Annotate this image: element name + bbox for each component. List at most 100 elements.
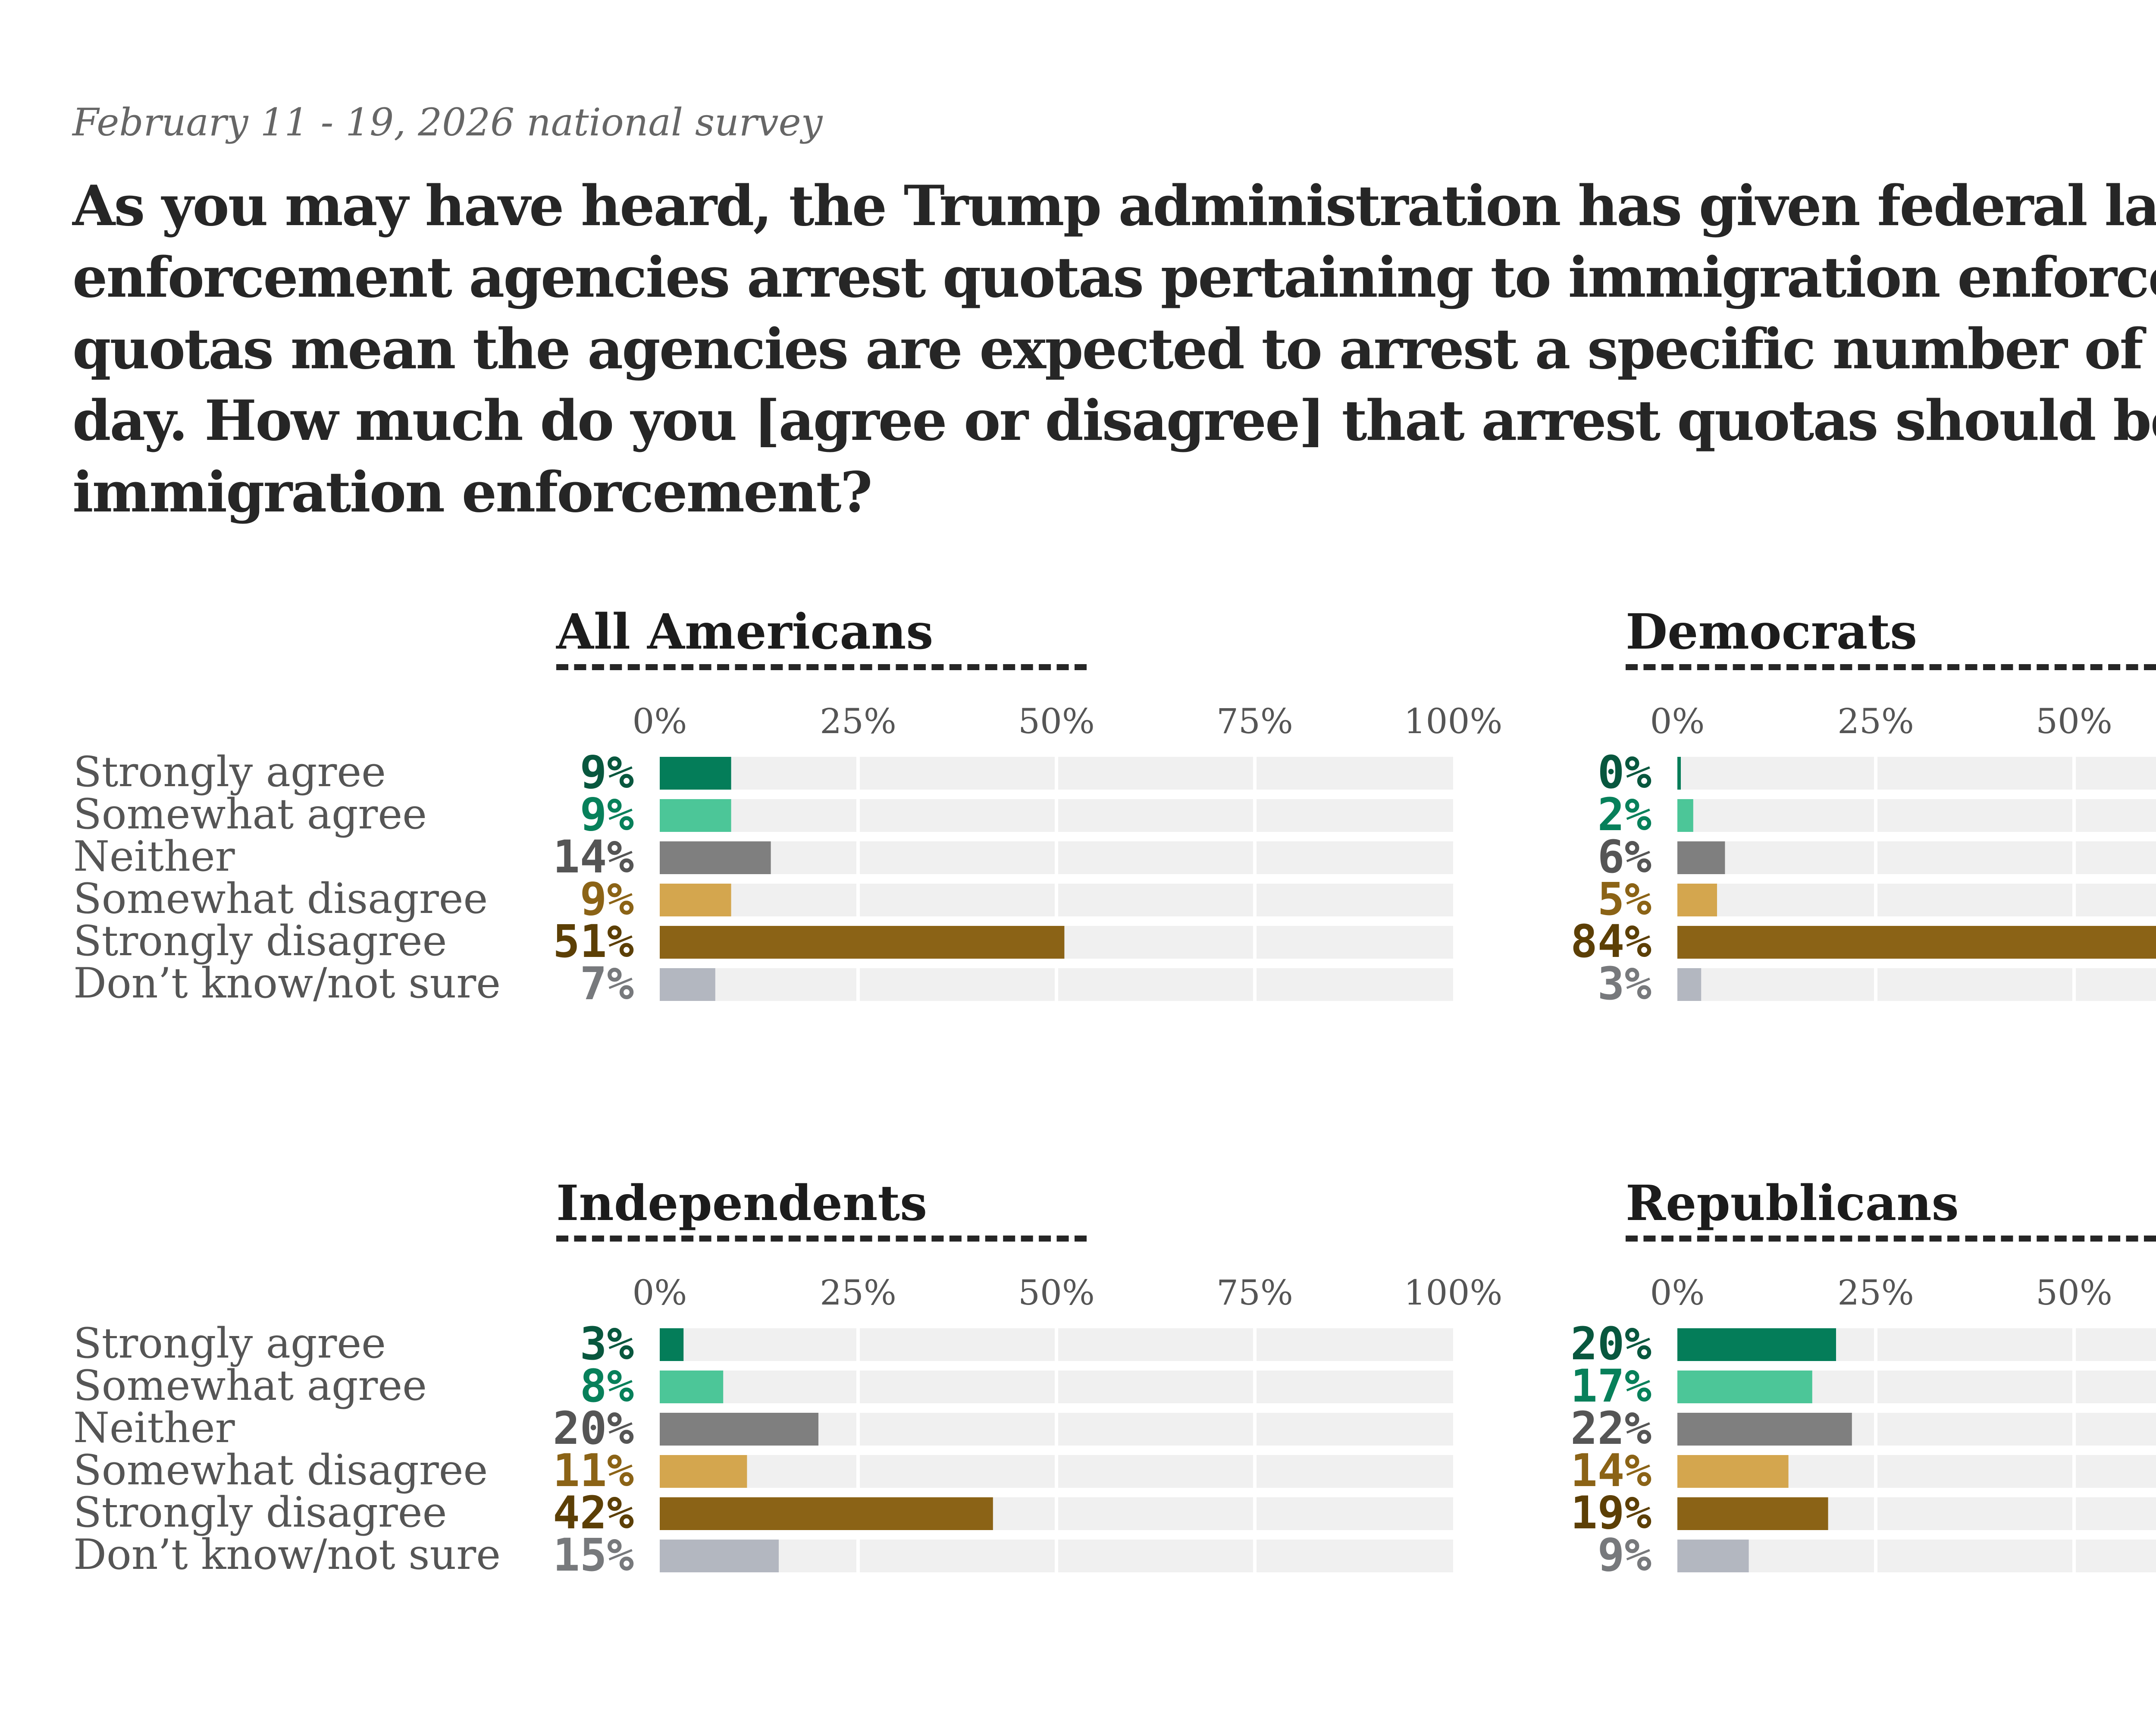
bar-track: [2076, 1371, 2156, 1403]
bar-track: [1058, 968, 1253, 1001]
bar-track: [1877, 799, 2072, 832]
bar-track: [1058, 926, 1253, 959]
category-label: Strongly disagree: [73, 917, 447, 965]
dashed-rule: [556, 1236, 1087, 1242]
bar-track: [1877, 884, 2072, 916]
bar-track: [1257, 1328, 1453, 1361]
value-label: 51%: [553, 915, 634, 968]
category-label: Don’t know/not sure: [73, 959, 501, 1007]
x-tick-label: 25%: [1837, 1273, 1914, 1313]
bar-track: [860, 757, 1055, 790]
x-tick-label: 25%: [820, 1273, 896, 1313]
bar-track: [1058, 884, 1253, 916]
bar-track: [2076, 1497, 2156, 1530]
panel-all-americans: All Americans 0% 25% 50% 75% 100% 9% Strongly …: [73, 604, 1502, 1057]
bar-track: [1677, 757, 1874, 790]
bar-strongly-disagree: [1677, 926, 2156, 959]
panel-democrats: Democrats 0%25%50%75%100%0%2%6%5%84%3%: [1570, 604, 2156, 1057]
bar-track: [2076, 884, 2156, 916]
bar-track: [1877, 1455, 2072, 1488]
category-label: Strongly disagree: [73, 1488, 447, 1537]
bar-track: [860, 841, 1055, 874]
bar-somewhat-disagree: [660, 1455, 747, 1488]
value-label: 15%: [553, 1529, 634, 1581]
bar-track: [2076, 1413, 2156, 1446]
bar-somewhat-disagree: [1677, 1455, 1789, 1488]
bar-track: [1257, 884, 1453, 916]
bar-track: [1058, 841, 1253, 874]
bar-track: [1257, 1497, 1453, 1530]
bar-track: [2076, 1328, 2156, 1361]
x-tick-label: 75%: [1216, 1273, 1293, 1313]
survey-date-subtitle: February 11 - 19, 2026 national survey: [72, 100, 823, 144]
bar-strongly-agree: [660, 1328, 684, 1361]
value-label: 84%: [1570, 915, 1651, 968]
dashed-rule: [556, 664, 1087, 670]
category-label: Don’t know/not sure: [73, 1531, 501, 1579]
value-label: 19%: [1570, 1487, 1651, 1539]
bar-track: [1257, 799, 1453, 832]
bar-dont-know: [1677, 1540, 1749, 1572]
category-label: Neither: [73, 832, 235, 881]
value-label: 20%: [553, 1402, 634, 1455]
bar-track: [860, 1328, 1055, 1361]
panel-independents: Independents 0% 25% 50% 75% 100% 3% Strongly a…: [73, 1175, 1502, 1628]
bar-dont-know: [660, 1540, 779, 1572]
bar-somewhat-agree: [1677, 799, 1693, 832]
value-label: 22%: [1570, 1402, 1651, 1455]
bar-track: [860, 968, 1055, 1001]
bar-somewhat-disagree: [660, 884, 731, 916]
bar-strongly-agree: [1677, 1328, 1836, 1361]
bar-track: [1877, 968, 2072, 1001]
x-tick-label: 50%: [1018, 1273, 1095, 1313]
bar-chart: 0% 25% 50% 75% 100% 3% Strongly agree 8% Somewha…: [73, 1273, 1502, 1581]
bar-track: [2076, 841, 2156, 874]
x-tick-label: 25%: [1837, 701, 1914, 741]
bar-track: [2076, 1455, 2156, 1488]
x-tick-label: 25%: [820, 701, 896, 741]
value-label: 14%: [553, 831, 634, 883]
category-label: Strongly agree: [73, 1319, 386, 1367]
value-label: 0%: [1598, 746, 1651, 799]
value-label: 3%: [1598, 957, 1651, 1010]
category-label: Somewhat disagree: [73, 875, 488, 923]
category-label: Neither: [73, 1404, 235, 1452]
category-label: Somewhat disagree: [73, 1446, 488, 1494]
question-title: As you may have heard, the Trump adminis…: [72, 174, 2156, 525]
bar-strongly-agree: [660, 757, 731, 790]
panel-title: All Americans: [556, 604, 934, 660]
bar-somewhat-agree: [660, 1371, 724, 1403]
x-tick-label: 100%: [1404, 701, 1503, 741]
value-label: 3%: [580, 1317, 634, 1370]
bar-track: [860, 1540, 1055, 1572]
dashed-rule: [1626, 664, 2156, 670]
value-label: 9%: [580, 788, 634, 841]
value-label: 5%: [1598, 873, 1651, 925]
bar-track: [1677, 968, 1874, 1001]
panel-title: Republicans: [1626, 1175, 1959, 1232]
bar-track: [1058, 1497, 1253, 1530]
bar-track: [1877, 841, 2072, 874]
value-label: 9%: [580, 746, 634, 799]
panel-republicans: Republicans 0%25%50%75%100%20%17%22%14%1…: [1570, 1175, 2156, 1628]
value-label: 17%: [1570, 1360, 1651, 1412]
bar-track: [1058, 1540, 1253, 1572]
bar-track: [2076, 799, 2156, 832]
bar-somewhat-disagree: [1677, 884, 1717, 916]
value-label: 14%: [1570, 1444, 1651, 1497]
value-label: 9%: [580, 873, 634, 925]
x-tick-label: 0%: [633, 701, 687, 741]
bar-track: [2076, 1540, 2156, 1572]
bar-neither: [1677, 1413, 1852, 1446]
panel-title: Democrats: [1626, 604, 1918, 660]
dashed-rule: [1626, 1236, 2156, 1242]
bar-track: [1877, 1497, 2072, 1530]
bar-track: [860, 1371, 1055, 1403]
bar-track: [1257, 968, 1453, 1001]
bar-strongly-disagree: [1677, 1497, 1828, 1530]
category-label: Somewhat agree: [73, 790, 427, 838]
bar-track: [2076, 757, 2156, 790]
bar-track: [1257, 841, 1453, 874]
x-tick-label: 50%: [2036, 701, 2112, 741]
x-tick-label: 0%: [633, 1273, 687, 1313]
